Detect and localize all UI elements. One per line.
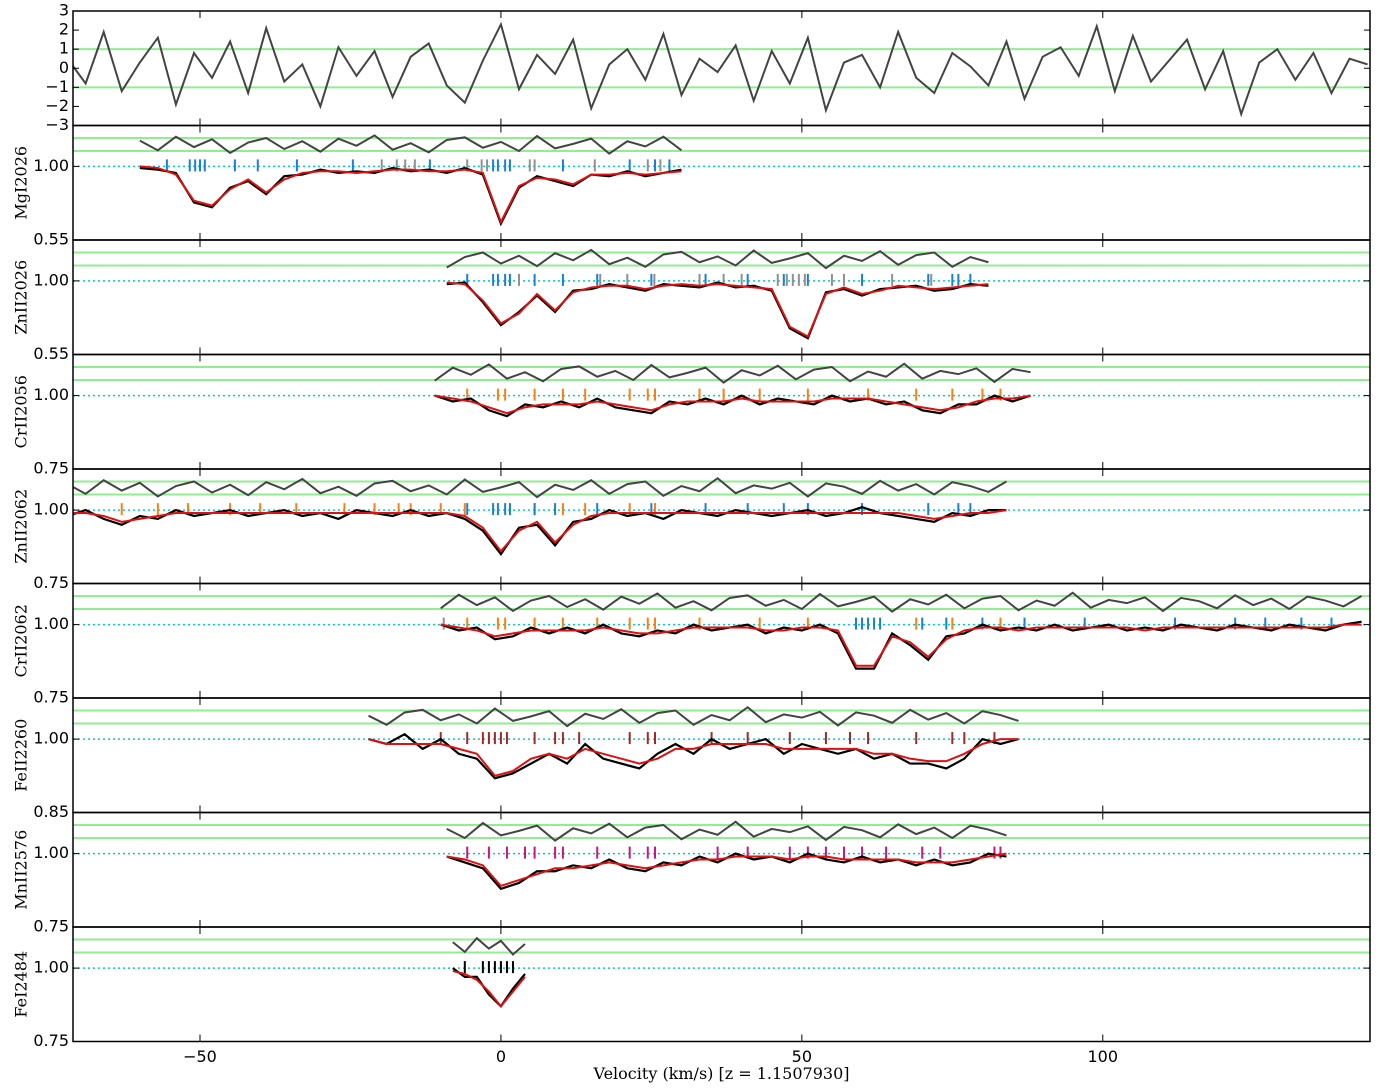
panel-frame	[72, 926, 1371, 1043]
data-line	[139, 166, 682, 227]
x-tick-label: 0	[496, 1047, 506, 1066]
data-line	[446, 281, 989, 340]
model-line	[73, 509, 1007, 553]
panel-frame	[72, 811, 1371, 928]
y-tick-label: 1.00	[33, 156, 69, 175]
data-line	[452, 967, 526, 1008]
y-axis-label: FeI2484	[12, 951, 31, 1018]
y-tick-label: −3	[45, 115, 69, 134]
panel-frame	[72, 124, 1371, 241]
y-tick-label: 2	[59, 20, 69, 39]
y-tick-label: 0.85	[33, 802, 69, 821]
panel	[73, 476, 1370, 557]
panel	[73, 134, 1370, 227]
y-axis-label: ZnII2026	[12, 260, 31, 335]
panel-frame	[72, 239, 1371, 356]
panel	[73, 248, 1370, 340]
model-line	[139, 165, 682, 225]
model-line	[446, 852, 1007, 888]
y-axis-label: CrII2056	[12, 375, 31, 448]
y-axis-label: ZnII2062	[12, 489, 31, 564]
panel	[73, 820, 1370, 891]
y-axis-label: MgI2026	[12, 146, 31, 220]
y-tick-label: 1.00	[33, 385, 69, 404]
y-tick-label: 0	[59, 58, 69, 77]
y-tick-label: 0.75	[33, 917, 69, 936]
panel-frame	[72, 582, 1371, 699]
x-axis-label: Velocity (km/s) [z = 1.1507930]	[593, 1064, 850, 1083]
residual-line	[452, 936, 526, 956]
y-axis-label: CrII2062	[12, 604, 31, 677]
y-tick-label: 0.55	[33, 344, 69, 363]
residual-line	[139, 134, 683, 155]
residual-line	[368, 705, 1019, 728]
panel-frame	[72, 468, 1371, 585]
residual-line	[440, 591, 1363, 613]
model-line	[446, 281, 989, 338]
y-tick-label: 0.75	[33, 688, 69, 707]
residual-line	[434, 362, 1031, 384]
model-line	[434, 394, 1031, 415]
y-axis-label: FeII2260	[12, 719, 31, 792]
residual-line	[446, 248, 989, 270]
residual-line	[446, 820, 1007, 842]
y-tick-label: 1.00	[33, 500, 69, 519]
panel-frame	[72, 697, 1371, 814]
panel	[73, 21, 1370, 118]
y-tick-label: 1.00	[33, 843, 69, 862]
y-tick-label: 0.75	[33, 573, 69, 592]
y-tick-label: 0.55	[33, 230, 69, 249]
model-line	[452, 970, 526, 1008]
y-tick-label: 1.00	[33, 729, 69, 748]
y-tick-label: 1	[59, 39, 69, 58]
x-tick-label: −50	[183, 1047, 217, 1066]
panel	[73, 705, 1370, 780]
panel	[73, 591, 1370, 670]
x-tick-label: 100	[1088, 1047, 1119, 1066]
y-tick-label: 1.00	[33, 958, 69, 977]
y-tick-label: 0.75	[33, 459, 69, 478]
model-line	[440, 623, 1362, 667]
panel-frame	[72, 353, 1371, 470]
y-tick-label: 1.00	[33, 614, 69, 633]
panel	[73, 936, 1370, 1008]
residual-line	[73, 21, 1368, 118]
y-tick-label: −1	[45, 77, 69, 96]
data-line	[440, 620, 1362, 670]
y-tick-label: 0.75	[33, 1031, 69, 1050]
residual-line	[73, 476, 1007, 499]
panel	[73, 362, 1370, 418]
data-line	[434, 394, 1031, 418]
panel-frame	[72, 10, 1371, 127]
data-line	[73, 506, 1007, 557]
y-tick-label: 1.00	[33, 270, 69, 289]
model-line	[368, 738, 1019, 777]
x-tick-label: 50	[792, 1047, 812, 1066]
y-axis-label: MnII2576	[12, 830, 31, 910]
y-tick-label: −2	[45, 96, 69, 115]
data-line	[368, 732, 1019, 780]
y-tick-label: 3	[59, 1, 69, 20]
